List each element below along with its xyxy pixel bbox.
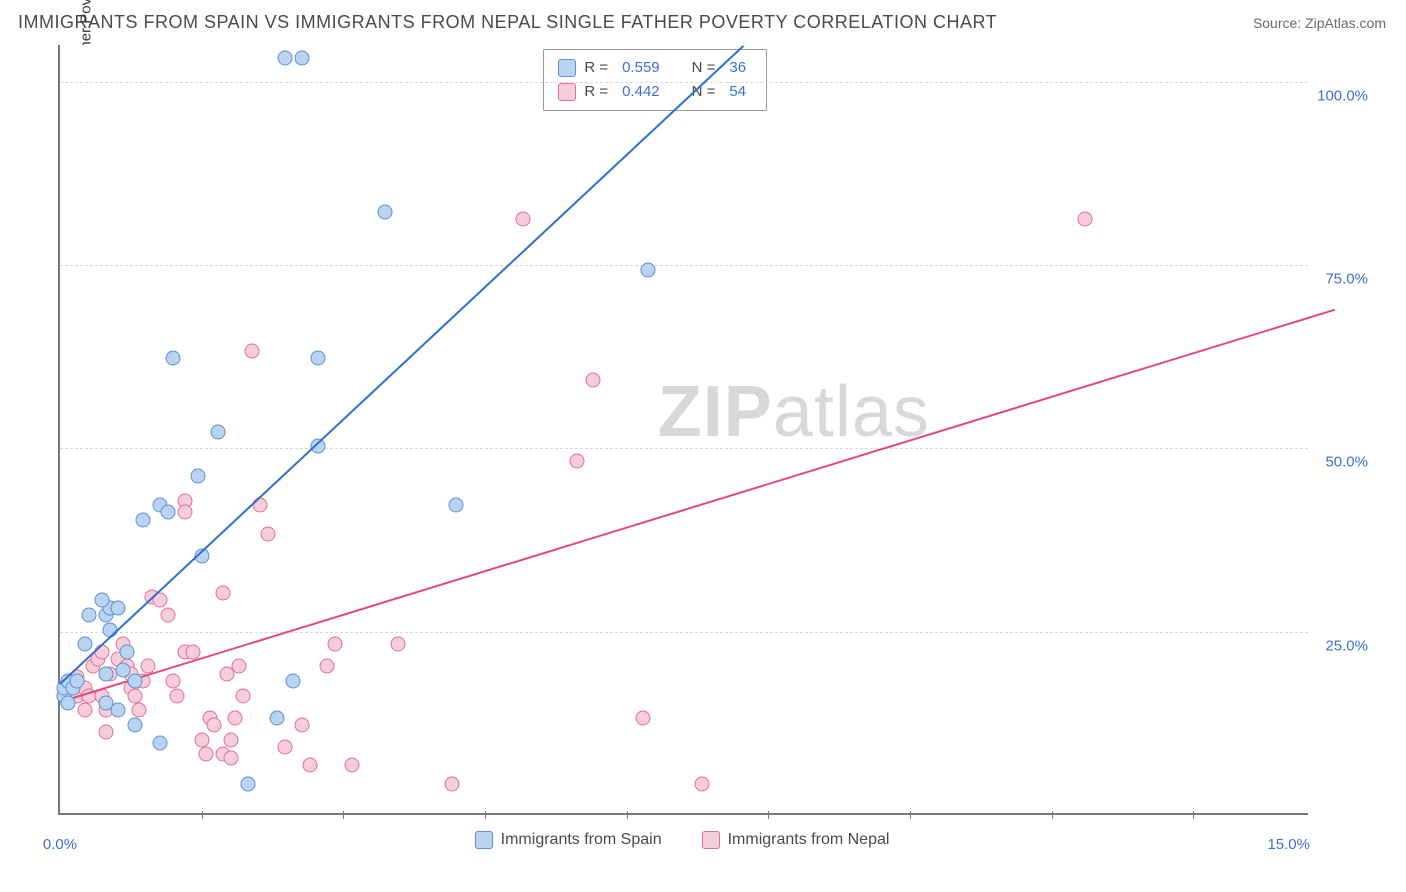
- chart-title: IMMIGRANTS FROM SPAIN VS IMMIGRANTS FROM…: [18, 12, 997, 33]
- data-point-spain: [278, 50, 293, 65]
- legend-label: Immigrants from Nepal: [728, 831, 890, 849]
- data-point-spain: [378, 204, 393, 219]
- data-point-spain: [640, 263, 655, 278]
- data-point-spain: [153, 736, 168, 751]
- legend-correlation: R =0.559N =36R =0.442N =54: [543, 49, 767, 111]
- chart-source: Source: ZipAtlas.com: [1253, 15, 1386, 31]
- data-point-spain: [161, 505, 176, 520]
- legend-swatch-spain: [475, 831, 493, 849]
- data-point-nepal: [132, 703, 147, 718]
- data-point-nepal: [303, 758, 318, 773]
- legend-r-label: R =: [584, 56, 608, 80]
- legend-n-value: 36: [729, 56, 746, 80]
- data-point-spain: [128, 674, 143, 689]
- legend-label: Immigrants from Spain: [501, 831, 662, 849]
- y-tick-label: 75.0%: [1325, 271, 1368, 288]
- data-point-spain: [115, 663, 130, 678]
- data-point-spain: [311, 351, 326, 366]
- data-point-spain: [94, 593, 109, 608]
- data-point-nepal: [636, 710, 651, 725]
- data-point-nepal: [390, 637, 405, 652]
- gridline-h: [60, 632, 1308, 633]
- data-point-spain: [98, 666, 113, 681]
- legend-swatch-nepal: [558, 83, 576, 101]
- data-point-spain: [165, 351, 180, 366]
- data-point-nepal: [344, 758, 359, 773]
- data-point-nepal: [223, 732, 238, 747]
- data-point-nepal: [169, 688, 184, 703]
- legend-item-spain: Immigrants from Spain: [475, 831, 662, 849]
- data-point-nepal: [232, 659, 247, 674]
- data-point-spain: [69, 674, 84, 689]
- data-point-nepal: [444, 776, 459, 791]
- data-point-nepal: [261, 527, 276, 542]
- data-point-nepal: [236, 688, 251, 703]
- data-point-spain: [111, 703, 126, 718]
- data-point-nepal: [586, 373, 601, 388]
- data-point-spain: [61, 696, 76, 711]
- data-point-nepal: [569, 454, 584, 469]
- data-point-nepal: [128, 688, 143, 703]
- data-point-nepal: [228, 710, 243, 725]
- legend-swatch-nepal: [702, 831, 720, 849]
- legend-series: Immigrants from Spain Immigrants from Nep…: [475, 831, 890, 849]
- data-point-spain: [269, 710, 284, 725]
- data-point-nepal: [328, 637, 343, 652]
- scatter-plot: ZIPatlas R =0.559N =36R =0.442N =54 25.0…: [58, 45, 1308, 815]
- data-point-nepal: [98, 725, 113, 740]
- legend-n-value: 54: [729, 80, 746, 104]
- data-point-spain: [128, 718, 143, 733]
- data-point-nepal: [178, 505, 193, 520]
- data-point-nepal: [194, 732, 209, 747]
- data-point-nepal: [207, 718, 222, 733]
- data-point-spain: [286, 674, 301, 689]
- watermark: ZIPatlas: [658, 371, 930, 453]
- data-point-spain: [190, 468, 205, 483]
- data-point-spain: [111, 600, 126, 615]
- data-point-spain: [294, 50, 309, 65]
- y-tick-label: 50.0%: [1325, 454, 1368, 471]
- gridline-h: [60, 448, 1308, 449]
- data-point-spain: [240, 776, 255, 791]
- data-point-nepal: [319, 659, 334, 674]
- data-point-nepal: [165, 674, 180, 689]
- data-point-nepal: [78, 703, 93, 718]
- data-point-nepal: [186, 644, 201, 659]
- data-point-nepal: [278, 740, 293, 755]
- data-point-spain: [136, 512, 151, 527]
- trend-line-spain: [59, 45, 744, 684]
- data-point-nepal: [215, 586, 230, 601]
- legend-row-nepal: R =0.442N =54: [558, 80, 752, 104]
- data-point-nepal: [223, 751, 238, 766]
- legend-item-nepal: Immigrants from Nepal: [702, 831, 890, 849]
- legend-swatch-spain: [558, 59, 576, 77]
- y-tick-label: 100.0%: [1317, 87, 1368, 104]
- watermark-bold: ZIP: [658, 372, 773, 452]
- data-point-spain: [448, 498, 463, 513]
- data-point-nepal: [1078, 212, 1093, 227]
- data-point-nepal: [515, 212, 530, 227]
- y-tick-label: 25.0%: [1325, 637, 1368, 654]
- x-tick-label: 15.0%: [1267, 836, 1310, 853]
- data-point-nepal: [161, 608, 176, 623]
- data-point-nepal: [294, 718, 309, 733]
- x-tick-label: 0.0%: [43, 836, 77, 853]
- gridline-h: [60, 265, 1308, 266]
- data-point-spain: [82, 608, 97, 623]
- data-point-spain: [78, 637, 93, 652]
- legend-r-value: 0.559: [622, 56, 660, 80]
- legend-r-value: 0.442: [622, 80, 660, 104]
- legend-row-spain: R =0.559N =36: [558, 56, 752, 80]
- data-point-nepal: [198, 747, 213, 762]
- gridline-h: [60, 82, 1308, 83]
- data-point-spain: [119, 644, 134, 659]
- data-point-nepal: [694, 776, 709, 791]
- data-point-spain: [211, 424, 226, 439]
- legend-r-label: R =: [584, 80, 608, 104]
- data-point-nepal: [244, 344, 259, 359]
